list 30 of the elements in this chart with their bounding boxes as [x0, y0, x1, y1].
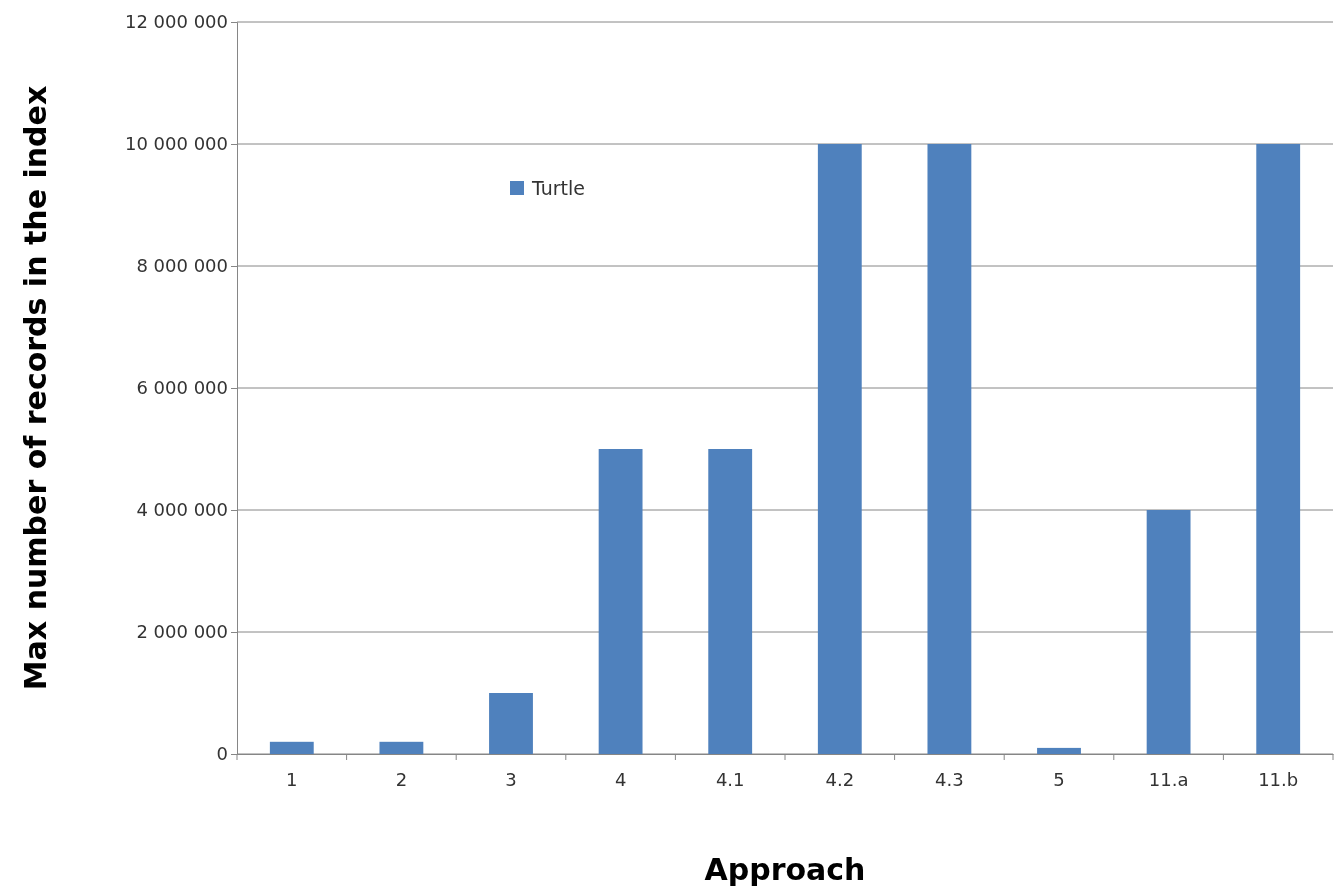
y-tick-label: 6 000 000 — [136, 377, 228, 399]
bar — [379, 741, 424, 754]
x-tick-label: 4 — [614, 768, 627, 790]
bar — [598, 449, 643, 754]
y-tick-label: 10 000 000 — [124, 133, 228, 155]
x-tick-label: 11.a — [1148, 768, 1189, 790]
x-tick-label: 4.2 — [825, 768, 855, 790]
x-tick-label: 2 — [395, 768, 408, 790]
y-tick-label: 2 000 000 — [136, 621, 228, 643]
bar — [489, 693, 533, 754]
x-tick-label: 3 — [505, 768, 517, 790]
x-tick-label: 11.b — [1258, 768, 1299, 790]
y-tick-label: 12 000 000 — [124, 11, 228, 33]
bar — [817, 144, 862, 754]
y-tick-label: 4 000 000 — [136, 499, 228, 521]
bar — [927, 144, 972, 754]
bar — [1256, 144, 1301, 754]
x-axis-title: Approach — [704, 852, 866, 887]
y-tick-label: 0 — [216, 743, 228, 765]
x-tick-label: 1 — [286, 768, 298, 790]
bar — [1037, 747, 1081, 754]
bar — [1146, 510, 1191, 754]
y-tick-label: 8 000 000 — [136, 255, 228, 277]
x-tick-label: 4.3 — [935, 768, 964, 790]
y-axis-title: Max number of records in the index — [18, 85, 53, 691]
bar — [708, 449, 753, 754]
bar — [269, 741, 314, 754]
legend-label: Turtle — [531, 177, 585, 199]
x-tick-label: 5 — [1053, 768, 1065, 790]
x-tick-label: 4.1 — [715, 768, 745, 790]
